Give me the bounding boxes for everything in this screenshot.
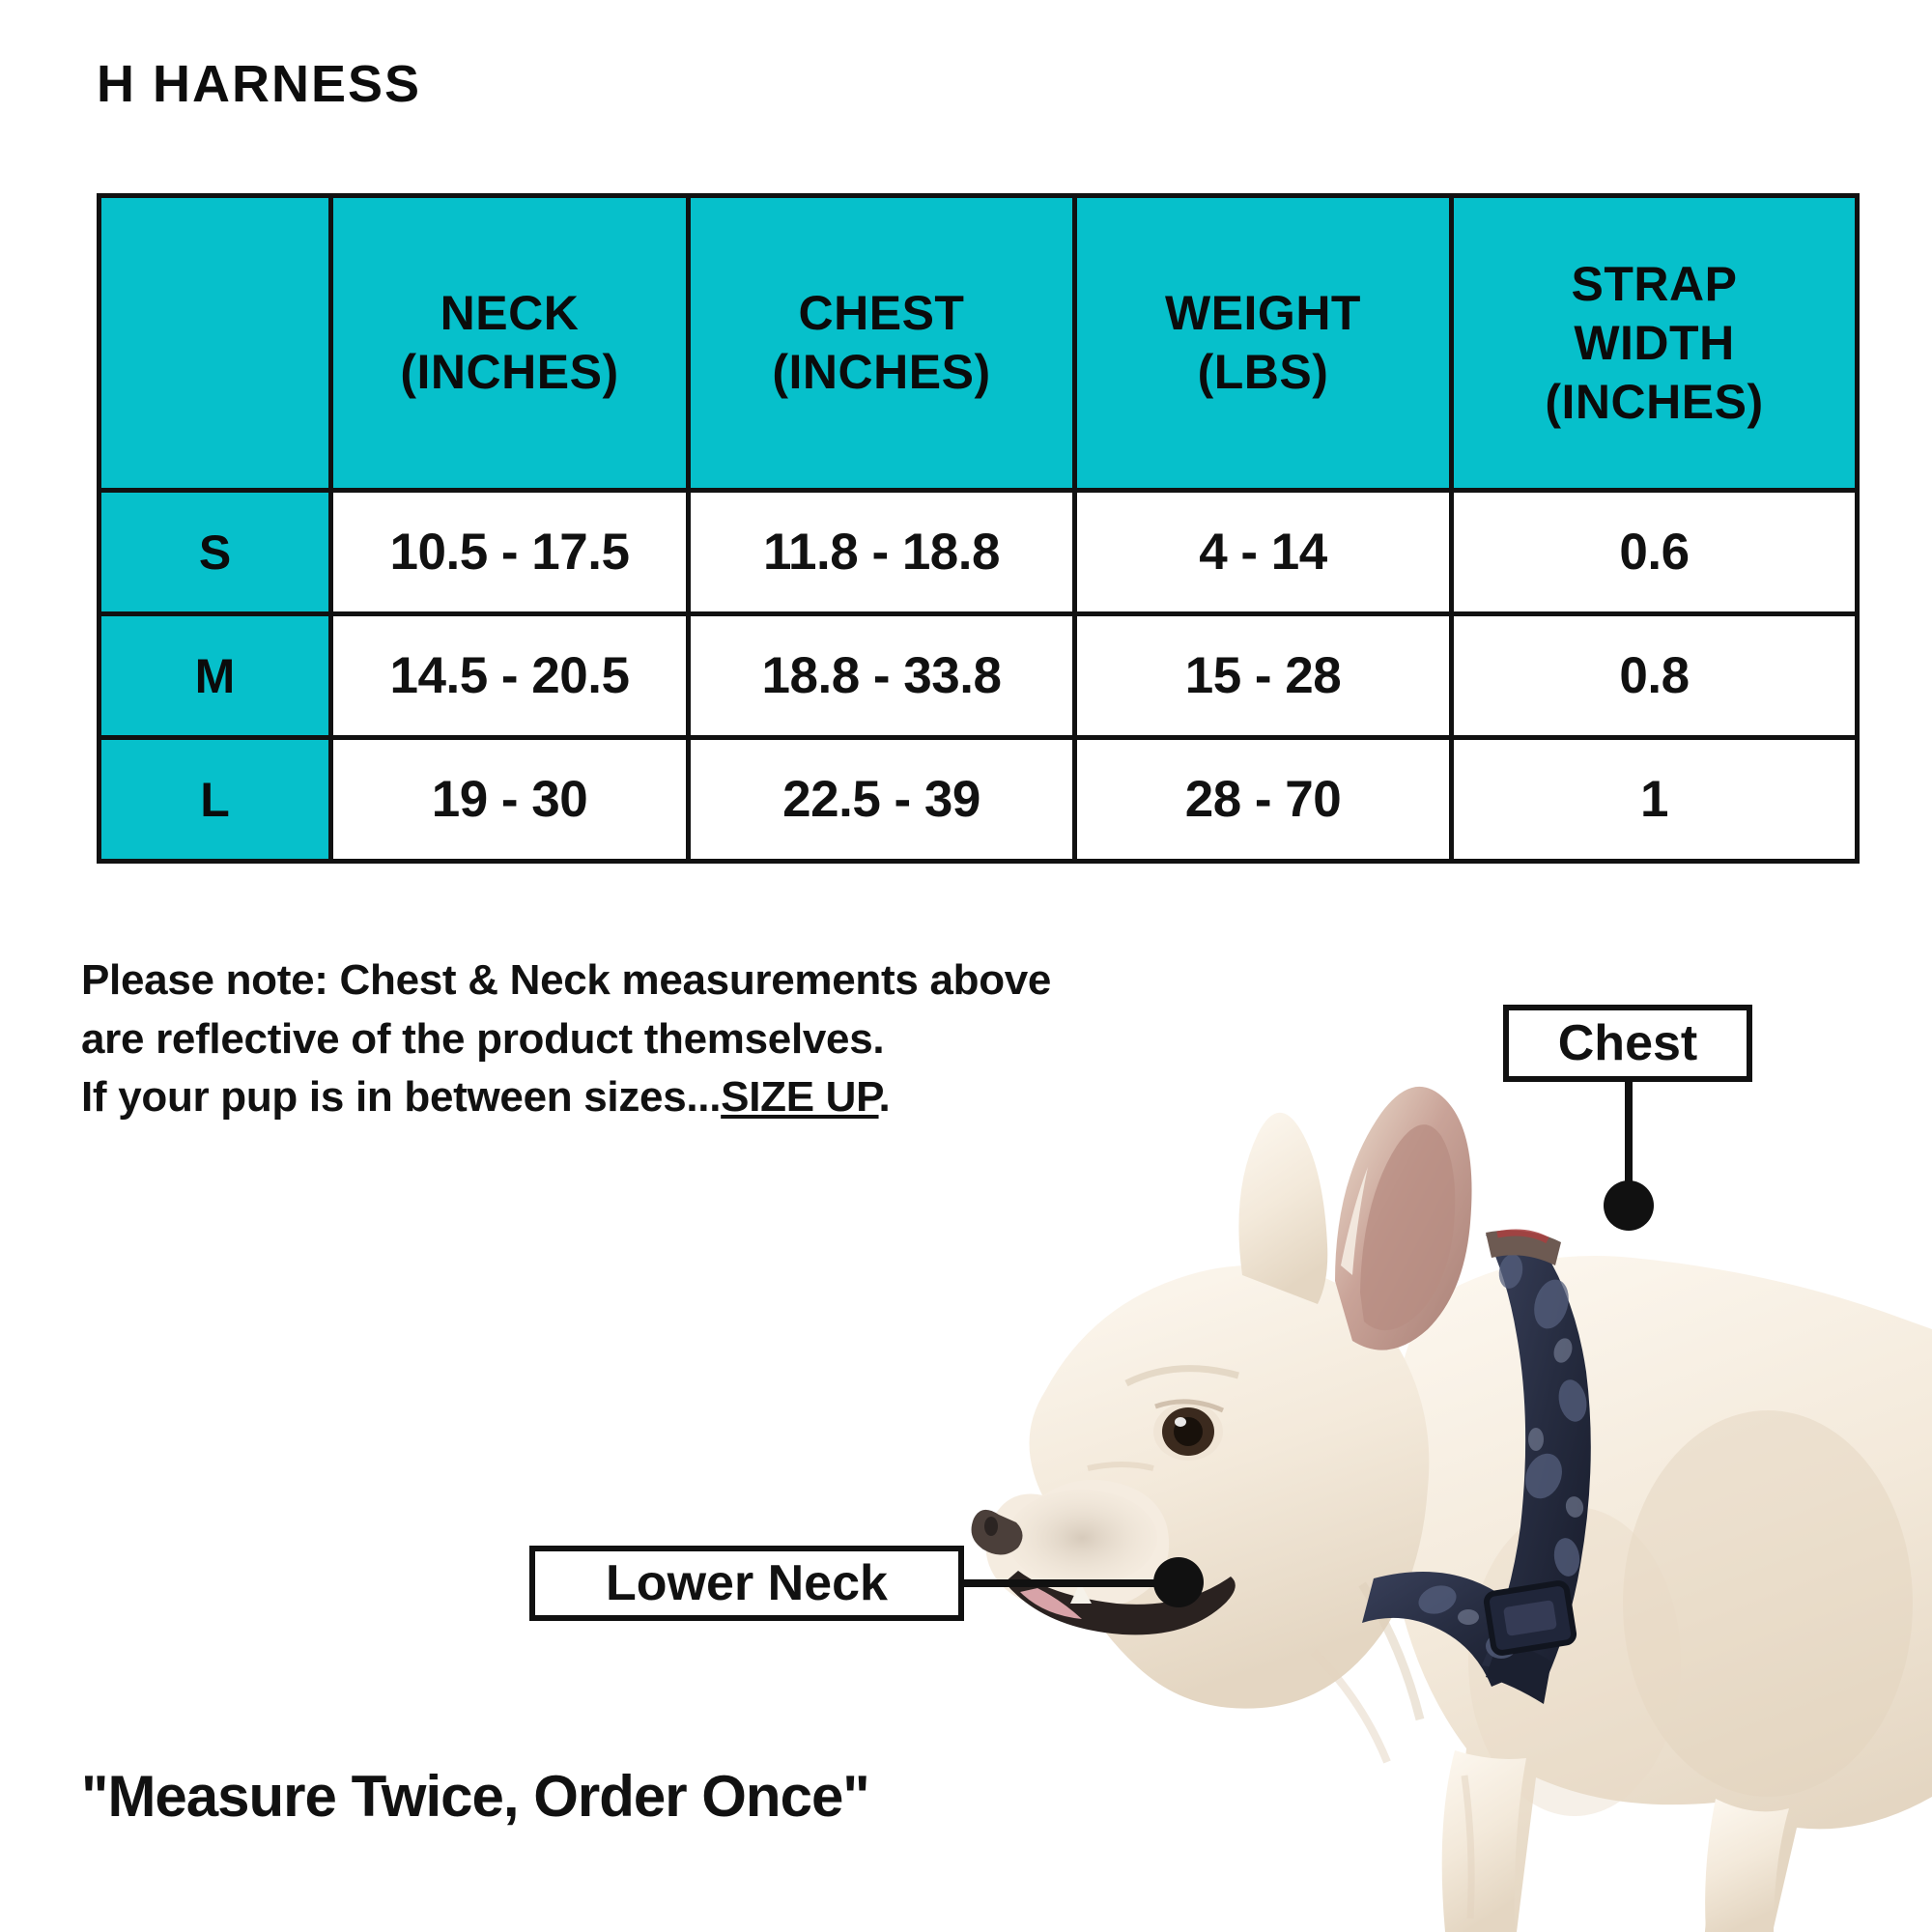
header-chest-line1: CHEST — [798, 286, 965, 340]
note-line-3-suffix: . — [878, 1073, 891, 1122]
note-line-3: If your pup is in between sizes...SIZE U… — [81, 1068, 1434, 1127]
header-cell-strap-width: STRAP WIDTH (INCHES) — [1449, 193, 1860, 493]
note-line-1: Please note: Chest & Neck measurements a… — [81, 956, 1052, 1004]
table-row: L 19 - 30 22.5 - 39 28 - 70 1 — [97, 735, 1860, 864]
cell-weight-m: 15 - 28 — [1072, 611, 1454, 740]
cell-strap-width-s: 0.6 — [1449, 488, 1860, 616]
header-strap-line2: WIDTH — [1574, 315, 1735, 370]
cell-strap-width-l: 1 — [1449, 735, 1860, 864]
header-weight-line1: WEIGHT — [1165, 286, 1361, 340]
chest-marker-dot — [1604, 1180, 1654, 1231]
tagline-quote: "Measure Twice, Order Once" — [81, 1764, 870, 1829]
table-head: NECK (INCHES) CHEST (INCHES) WEIGHT (LBS… — [97, 193, 1860, 493]
callout-chest: Chest — [1503, 1005, 1752, 1082]
cell-weight-l: 28 - 70 — [1072, 735, 1454, 864]
table-body: S 10.5 - 17.5 11.8 - 18.8 4 - 14 0.6 M 1… — [97, 488, 1860, 864]
header-cell-neck: NECK (INCHES) — [328, 193, 691, 493]
cell-neck-l: 19 - 30 — [328, 735, 691, 864]
header-chest-line2: (INCHES) — [772, 345, 991, 399]
chest-leader-line — [1625, 1082, 1633, 1206]
header-cell-weight: WEIGHT (LBS) — [1072, 193, 1454, 493]
lower-neck-marker-dot — [1153, 1557, 1204, 1607]
cell-weight-s: 4 - 14 — [1072, 488, 1454, 616]
cell-size-l: L — [97, 735, 333, 864]
table-row: S 10.5 - 17.5 11.8 - 18.8 4 - 14 0.6 — [97, 488, 1860, 616]
dog-head — [971, 1086, 1472, 1709]
table-header-row: NECK (INCHES) CHEST (INCHES) WEIGHT (LBS… — [97, 193, 1860, 493]
header-strap-line3: (INCHES) — [1545, 374, 1764, 429]
cell-neck-s: 10.5 - 17.5 — [328, 488, 691, 616]
dog-wearing-harness-photo — [898, 985, 1932, 1932]
lower-neck-leader-line — [964, 1579, 1179, 1587]
size-chart-table: NECK (INCHES) CHEST (INCHES) WEIGHT (LBS… — [97, 193, 1860, 864]
header-strap-line1: STRAP — [1571, 256, 1738, 311]
cell-size-m: M — [97, 611, 333, 740]
size-chart-table-wrapper: NECK (INCHES) CHEST (INCHES) WEIGHT (LBS… — [97, 193, 1860, 864]
cell-size-s: S — [97, 488, 333, 616]
size-note: Please note: Chest & Neck measurements a… — [81, 952, 1434, 1127]
header-cell-corner — [97, 193, 333, 493]
cell-chest-m: 18.8 - 33.8 — [686, 611, 1077, 740]
header-neck-line2: (INCHES) — [400, 345, 619, 399]
callout-lower-neck: Lower Neck — [529, 1546, 964, 1621]
note-line-2: are reflective of the product themselves… — [81, 1014, 885, 1063]
header-weight-line2: (LBS) — [1197, 345, 1329, 399]
cell-chest-l: 22.5 - 39 — [686, 735, 1077, 864]
cell-strap-width-m: 0.8 — [1449, 611, 1860, 740]
table-row: M 14.5 - 20.5 18.8 - 33.8 15 - 28 0.8 — [97, 611, 1860, 740]
note-size-up-emphasis: SIZE UP — [721, 1073, 879, 1122]
camo-h-harness — [1362, 1229, 1591, 1704]
cell-neck-m: 14.5 - 20.5 — [328, 611, 691, 740]
cell-chest-s: 11.8 - 18.8 — [686, 488, 1077, 616]
header-neck-line1: NECK — [440, 286, 580, 340]
note-line-3-prefix: If your pup is in between sizes... — [81, 1073, 722, 1122]
page-title: H HARNESS — [97, 55, 422, 113]
header-cell-chest: CHEST (INCHES) — [686, 193, 1077, 493]
